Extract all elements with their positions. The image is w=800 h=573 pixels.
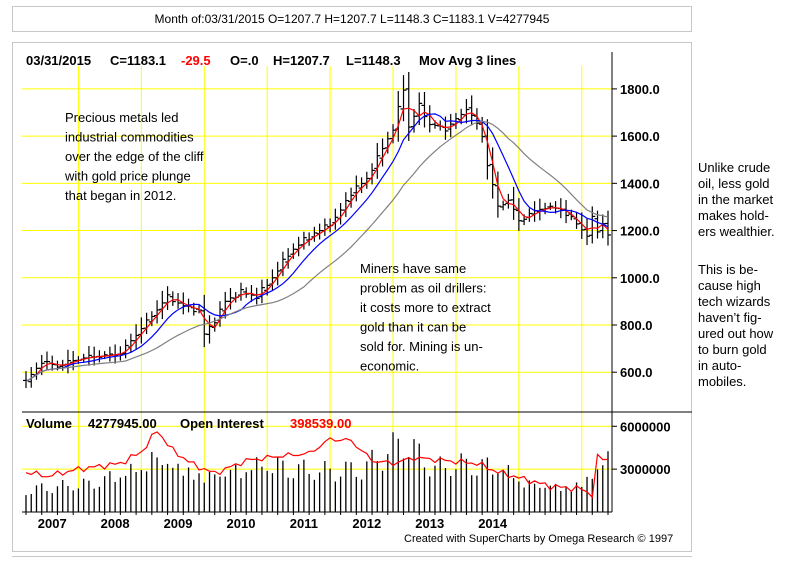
side-note-2: This is be- cause high tech wizards have… <box>698 262 774 389</box>
moving-averages <box>25 107 609 383</box>
open-interest-line <box>25 431 609 499</box>
price-tick-label: 1200.0 <box>620 224 660 239</box>
year-label: 2007 <box>38 516 67 531</box>
price-tick-label: 1000.0 <box>620 271 660 286</box>
price-tick-label: 800.0 <box>620 318 653 333</box>
credit-text: Created with SuperCharts by Omega Resear… <box>404 533 673 545</box>
year-label: 2013 <box>415 516 444 531</box>
header-status-bar: Month of:03/31/2015 O=1207.7 H=1207.7 L=… <box>12 6 692 32</box>
year-label: 2008 <box>101 516 130 531</box>
year-label: 2010 <box>227 516 256 531</box>
info-open: O=.0 <box>230 53 259 68</box>
info-studies: Mov Avg 3 lines <box>419 53 516 68</box>
volume-label: Volume <box>26 416 72 431</box>
year-label: 2009 <box>164 516 193 531</box>
price-tick-label: 1600.0 <box>620 129 660 144</box>
info-date: 03/31/2015 <box>26 53 91 68</box>
year-label: 2011 <box>290 516 318 531</box>
volume-tick-label: 6000000 <box>620 419 671 434</box>
side-note-1: Unlike crude oil, less gold in the marke… <box>698 160 775 239</box>
year-label: 2012 <box>352 516 381 531</box>
volume-value: 4277945.00 <box>88 416 157 431</box>
moving-average-line <box>25 120 609 383</box>
ohlc-bars <box>23 71 611 389</box>
price-tick-label: 600.0 <box>620 365 653 380</box>
open-interest-path <box>25 431 609 499</box>
price-tick-label: 1400.0 <box>620 176 660 191</box>
open-interest-label: Open Interest <box>180 416 264 431</box>
moving-average-line <box>25 107 609 383</box>
moving-average-line <box>25 113 609 383</box>
info-low: L=1148.3 <box>346 53 401 68</box>
info-close: C=1183.1 <box>110 53 166 68</box>
axes: 600.0 800.0 1000.0 1200.0 1400.0 1600.0 1800.0… <box>22 52 692 531</box>
chart-frame <box>12 42 692 552</box>
annotation-miners: Miners have same problem as oil drillers:… <box>360 261 491 374</box>
info-high: H=1207.7 <box>273 53 330 68</box>
open-interest-value: 398539.00 <box>290 416 351 431</box>
annotation-precious-metals: Precious metals led industrial commoditie… <box>64 110 204 203</box>
volume-bars <box>25 432 609 512</box>
year-label: 2014 <box>478 516 508 531</box>
price-tick-label: 1800.0 <box>620 82 660 97</box>
info-change: -29.5 <box>181 53 211 68</box>
bottom-bar <box>12 556 692 573</box>
volume-tick-label: 3000000 <box>620 462 671 477</box>
header-text: Month of:03/31/2015 O=1207.7 H=1207.7 L=… <box>154 12 550 26</box>
